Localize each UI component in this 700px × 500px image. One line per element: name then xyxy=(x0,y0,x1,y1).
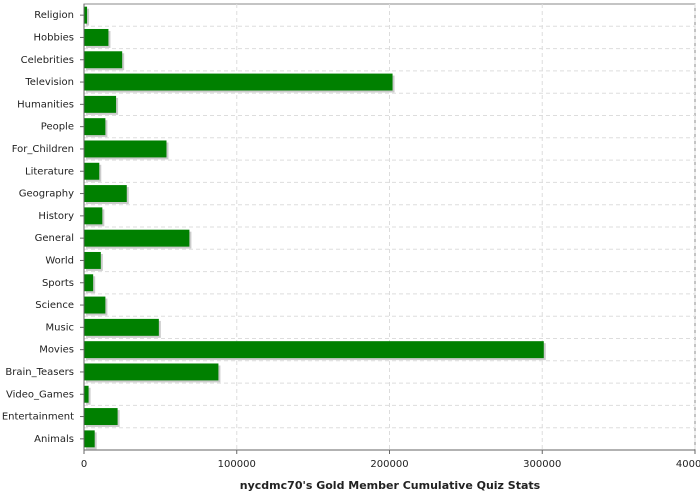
y-tick-label: Geography xyxy=(19,189,74,200)
y-tick-label: Music xyxy=(46,322,74,333)
y-tick-label: Sports xyxy=(42,278,74,289)
y-tick-label: Television xyxy=(24,77,74,88)
bar xyxy=(84,408,118,426)
y-tick-label: Video_Games xyxy=(6,389,74,400)
bar xyxy=(84,207,103,225)
bar xyxy=(84,28,109,46)
bar xyxy=(84,140,167,158)
bar xyxy=(84,229,190,247)
y-tick-label: Movies xyxy=(39,345,74,356)
y-tick-label: History xyxy=(38,211,74,222)
bar xyxy=(84,6,88,24)
bar xyxy=(84,185,127,203)
y-tick-label: For_Children xyxy=(12,144,74,155)
x-tick-label: 300000 xyxy=(523,459,561,470)
y-tick-label: Religion xyxy=(34,10,74,21)
bar xyxy=(84,318,159,336)
y-tick-label: Hobbies xyxy=(34,32,74,43)
bar xyxy=(84,95,117,113)
y-tick-label: People xyxy=(41,122,74,133)
bar xyxy=(84,118,106,136)
y-tick-label: Literature xyxy=(25,166,74,177)
bar xyxy=(84,430,95,448)
x-tick-label: 200000 xyxy=(370,459,408,470)
x-tick-label: 100000 xyxy=(218,459,256,470)
bar-shadow xyxy=(86,8,90,26)
y-tick-label: World xyxy=(45,255,74,266)
y-tick-label: Celebrities xyxy=(21,55,74,66)
bar xyxy=(84,296,106,314)
bar xyxy=(84,251,101,269)
chart-title: nycdmc70's Gold Member Cumulative Quiz S… xyxy=(240,479,541,492)
y-tick-label: Brain_Teasers xyxy=(5,367,74,378)
bar xyxy=(84,162,100,180)
y-tick-label: Entertainment xyxy=(2,412,74,423)
bar xyxy=(84,274,94,292)
x-tick-label: 400000 xyxy=(676,459,700,470)
bar xyxy=(84,51,123,69)
y-tick-label: General xyxy=(35,233,74,244)
bar xyxy=(84,73,393,91)
y-tick-label: Humanities xyxy=(17,99,74,110)
x-tick-label: 0 xyxy=(81,459,87,470)
bar xyxy=(84,363,219,381)
bar xyxy=(84,385,89,403)
y-tick-label: Science xyxy=(35,300,74,311)
bar xyxy=(84,341,544,359)
y-tick-label: Animals xyxy=(34,434,74,445)
